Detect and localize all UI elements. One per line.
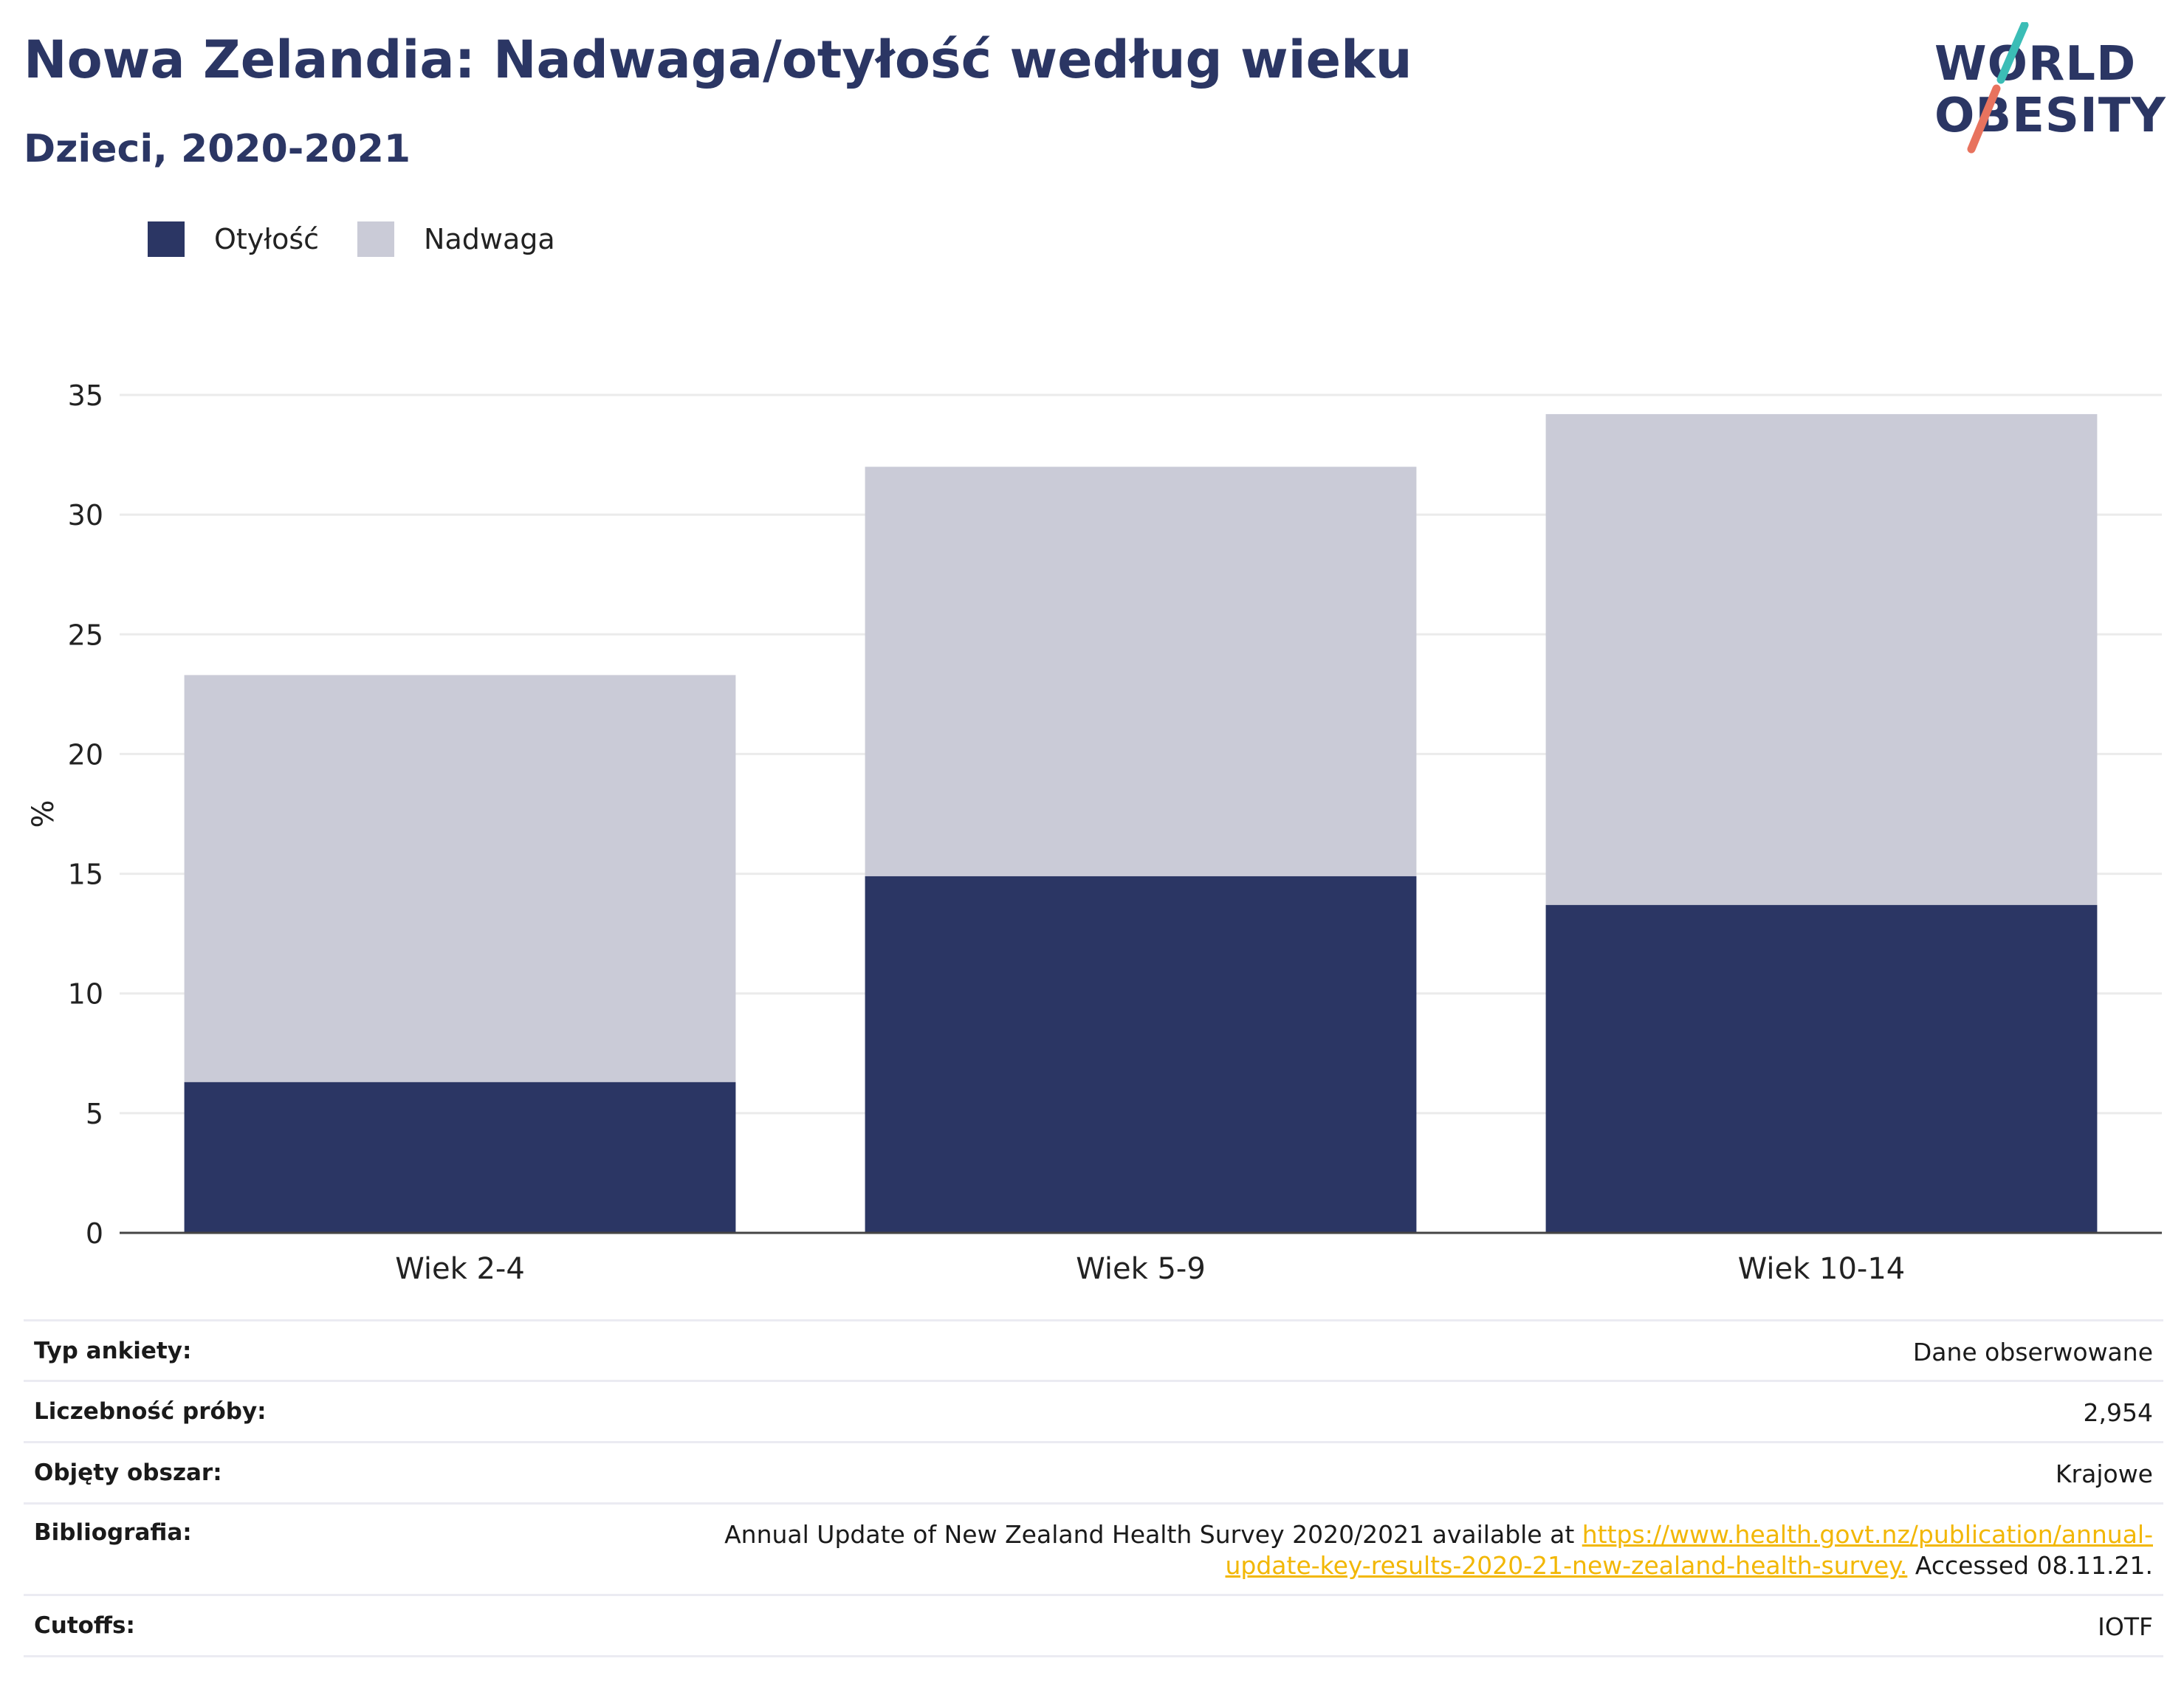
y-tick-label: 20 — [68, 738, 103, 771]
y-tick-label: 5 — [86, 1098, 103, 1130]
bar-obesity — [1545, 904, 2098, 1233]
info-row-bibliography: Bibliografia: Annual Update of New Zeala… — [24, 1505, 2163, 1596]
info-label: Bibliografia: — [34, 1519, 192, 1546]
info-row-area-covered: Objęty obszar: Krajowe — [24, 1443, 2163, 1505]
chart-legend: Otyłość Nadwaga — [148, 220, 594, 258]
y-tick-label: 15 — [68, 859, 103, 891]
info-label: Cutoffs: — [34, 1612, 135, 1639]
legend-item-overweight: Nadwaga — [357, 221, 555, 257]
x-tick-label: Wiek 10-14 — [1738, 1252, 1906, 1285]
y-tick-label: 30 — [68, 499, 103, 532]
y-axis-label: % — [27, 800, 61, 828]
bibliography-link[interactable]: https://www.health.govt.nz/publication/a… — [1225, 1520, 2154, 1580]
bibliography-text: Annual Update of New Zealand Health Surv… — [724, 1520, 1575, 1549]
legend-swatch-overweight — [357, 221, 395, 257]
logo-text-line1: WORLD — [1934, 37, 2137, 92]
y-tick-label: 35 — [68, 379, 103, 412]
info-row-sample-size: Liczebność próby: 2,954 — [24, 1382, 2163, 1443]
world-obesity-logo: WORLD OBESITY — [1920, 22, 2171, 155]
info-value: IOTF — [2098, 1612, 2153, 1641]
info-value: Dane obserwowane — [1912, 1338, 2153, 1366]
bar-overweight — [184, 675, 736, 1082]
logo-text-line2: OBESITY — [1934, 89, 2166, 143]
info-value: Krajowe — [2055, 1460, 2153, 1488]
logo-slash-icon — [1967, 22, 2029, 154]
info-label: Objęty obszar: — [34, 1460, 222, 1486]
legend-label-obesity: Otyłość — [214, 223, 320, 255]
info-label: Liczebność próby: — [34, 1398, 267, 1425]
y-tick-label: 10 — [68, 978, 103, 1011]
info-row-cutoffs: Cutoffs: IOTF — [24, 1596, 2163, 1657]
y-tick-label: 25 — [68, 619, 103, 651]
y-tick-label: 0 — [86, 1217, 103, 1250]
legend-item-obesity: Otyłość — [148, 221, 319, 257]
info-table: Typ ankiety: Dane obserwowane Liczebność… — [24, 1319, 2163, 1657]
info-label: Typ ankiety: — [34, 1338, 192, 1364]
info-value: 2,954 — [2083, 1398, 2153, 1427]
legend-swatch-obesity — [148, 221, 185, 257]
bar-obesity — [865, 876, 1417, 1233]
x-tick-label: Wiek 2-4 — [395, 1252, 525, 1285]
bar-obesity — [184, 1082, 736, 1233]
x-tick-label: Wiek 5-9 — [1076, 1252, 1206, 1285]
bar-overweight — [865, 467, 1417, 876]
bar-overweight — [1545, 413, 2098, 905]
page-title: Nowa Zelandia: Nadwaga/otyłość według wi… — [24, 30, 1412, 90]
bibliography-accessed: Accessed 08.11.21. — [1915, 1551, 2153, 1580]
stacked-bar-chart: 0 5 10 15 20 25 30 35% Wiek 2-4 Wiek 5-9 Wiek 10-1… — [27, 379, 2162, 1285]
page-subtitle: Dzieci, 2020-2021 — [24, 127, 411, 171]
bibliography-value: Annual Update of New Zealand Health Surv… — [647, 1519, 2153, 1581]
info-row-survey-type: Typ ankiety: Dane obserwowane — [24, 1321, 2163, 1382]
legend-label-overweight: Nadwaga — [424, 223, 555, 255]
